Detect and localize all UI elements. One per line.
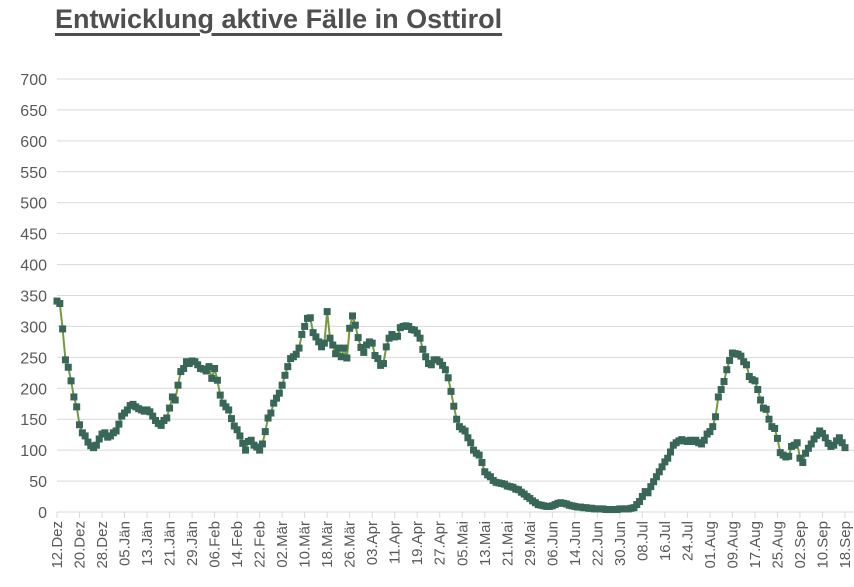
svg-text:500: 500 [20, 196, 47, 213]
y-axis-labels: 0 50 100 150 200 250 300 350 400 450 500 550 600 650 7… [20, 72, 47, 522]
svg-text:29.Jän: 29.Jän [184, 521, 201, 566]
svg-text:05.Mai: 05.Mai [454, 521, 471, 566]
svg-text:20.Dez: 20.Dez [72, 521, 89, 569]
svg-text:10.Mär: 10.Mär [297, 521, 314, 568]
svg-text:400: 400 [20, 258, 47, 275]
svg-text:24.Jul: 24.Jul [679, 521, 696, 561]
svg-text:14.Jun: 14.Jun [567, 521, 584, 566]
svg-text:13.Mai: 13.Mai [477, 521, 494, 566]
svg-text:21.Jän: 21.Jän [162, 521, 179, 566]
svg-text:50: 50 [29, 474, 47, 491]
svg-text:0: 0 [38, 505, 47, 522]
svg-text:21.Mai: 21.Mai [499, 521, 516, 566]
svg-text:350: 350 [20, 289, 47, 306]
svg-text:03.Apr: 03.Apr [364, 521, 381, 565]
svg-text:02.Mär: 02.Mär [274, 521, 291, 568]
svg-text:28.Dez: 28.Dez [94, 521, 111, 569]
svg-text:06.Feb: 06.Feb [207, 521, 224, 568]
svg-text:14.Feb: 14.Feb [229, 521, 246, 568]
svg-text:13.Jän: 13.Jän [139, 521, 156, 566]
svg-text:16.Jul: 16.Jul [657, 521, 674, 561]
series-markers [53, 297, 849, 514]
svg-text:600: 600 [20, 134, 47, 151]
svg-text:10.Sep: 10.Sep [814, 521, 831, 569]
svg-text:25.Aug: 25.Aug [769, 521, 786, 569]
svg-text:01.Aug: 01.Aug [702, 521, 719, 569]
svg-text:450: 450 [20, 227, 47, 244]
svg-text:200: 200 [20, 381, 47, 398]
svg-text:150: 150 [20, 412, 47, 429]
svg-text:550: 550 [20, 165, 47, 182]
svg-text:22.Jun: 22.Jun [589, 521, 606, 566]
chart-title: Entwicklung aktive Fälle in Osttirol [55, 4, 503, 34]
svg-text:700: 700 [20, 72, 47, 89]
svg-text:12.Dez: 12.Dez [49, 521, 66, 569]
svg-text:05.Jän: 05.Jän [117, 521, 134, 566]
svg-text:100: 100 [20, 443, 47, 460]
svg-text:02.Sep: 02.Sep [792, 521, 809, 569]
svg-text:29.Mai: 29.Mai [522, 521, 539, 566]
svg-text:250: 250 [20, 350, 47, 367]
svg-text:18.Sep: 18.Sep [837, 521, 854, 569]
x-axis-ticks [56, 512, 846, 518]
grid-lines [57, 78, 854, 513]
svg-text:27.Apr: 27.Apr [432, 521, 449, 565]
svg-text:650: 650 [20, 103, 47, 120]
svg-text:22.Feb: 22.Feb [252, 521, 269, 568]
x-axis-labels: 12.Dez 20.Dez 28.Dez 05.Jän 13.Jän 21.Jän 29.J… [49, 521, 854, 569]
svg-text:300: 300 [20, 319, 47, 336]
svg-text:17.Aug: 17.Aug [747, 521, 764, 569]
svg-text:09.Aug: 09.Aug [724, 521, 741, 569]
svg-text:30.Jun: 30.Jun [612, 521, 629, 566]
svg-text:08.Jul: 08.Jul [634, 521, 651, 561]
svg-text:11.Apr: 11.Apr [387, 521, 404, 564]
svg-text:06.Jun: 06.Jun [544, 521, 561, 566]
svg-text:19.Apr: 19.Apr [409, 521, 426, 565]
svg-text:18.Mär: 18.Mär [319, 521, 336, 568]
svg-text:26.Mär: 26.Mär [342, 521, 359, 568]
